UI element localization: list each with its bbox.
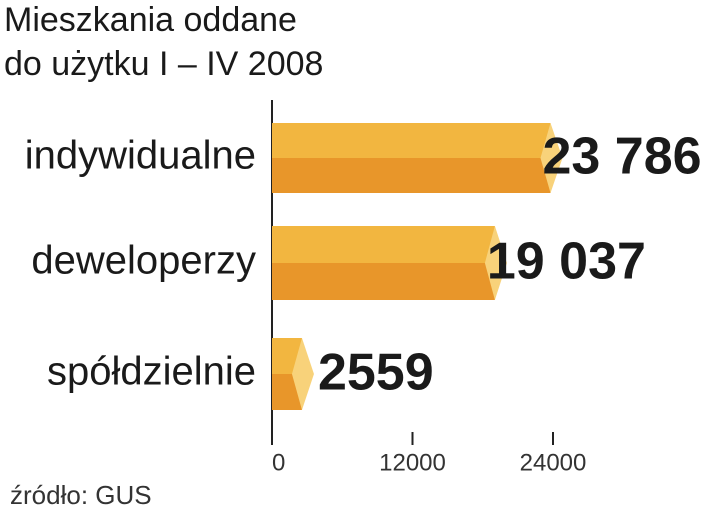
- x-tick-label: 12000: [379, 449, 446, 476]
- bar-cap: [291, 338, 314, 410]
- bar-bottom: [272, 263, 495, 300]
- source: źródło: GUS: [10, 480, 152, 510]
- value-label: 19 037: [487, 233, 646, 291]
- chart-title: Mieszkania oddane: [4, 1, 297, 39]
- x-tick-label: 24000: [520, 449, 587, 476]
- x-tick-label: 0: [272, 449, 285, 476]
- bar-cap: [484, 226, 507, 300]
- category-label: indywidualne: [25, 134, 256, 178]
- value-label: 23 786: [542, 128, 701, 186]
- chart-title: do użytku I – IV 2008: [4, 45, 323, 83]
- category-label: spółdzielnie: [47, 350, 256, 394]
- bar-cap: [540, 123, 563, 193]
- bar: [272, 123, 551, 158]
- category-label: deweloperzy: [31, 239, 256, 283]
- bar: [272, 226, 495, 263]
- bar-bottom: [272, 158, 551, 193]
- value-label: 2559: [318, 344, 434, 402]
